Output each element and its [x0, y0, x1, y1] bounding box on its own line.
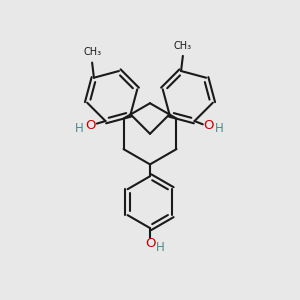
- Text: H: H: [156, 241, 164, 254]
- Text: H: H: [75, 122, 84, 135]
- Text: O: O: [203, 119, 213, 132]
- Text: O: O: [145, 237, 155, 250]
- Text: H: H: [214, 122, 223, 135]
- Text: CH₃: CH₃: [83, 47, 101, 57]
- Text: O: O: [85, 119, 96, 132]
- Text: CH₃: CH₃: [174, 40, 192, 50]
